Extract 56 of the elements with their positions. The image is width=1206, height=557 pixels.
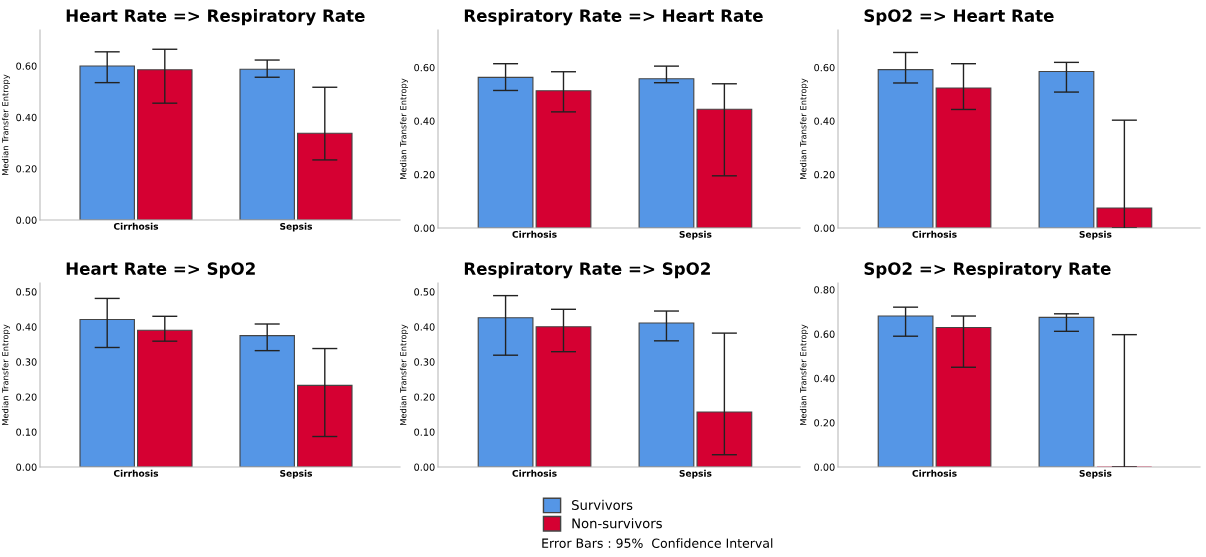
y-tick-label: 0.20 [814,419,835,427]
x-tick-label: Cirrhosis [912,230,957,238]
y-tick-label: 0.20 [414,393,435,401]
y-tick-label: 0.60 [414,63,435,72]
y-tick-label: 0.40 [414,323,435,331]
y-tick-label: 0.40 [16,323,37,331]
y-tick-label: 0.30 [16,358,37,366]
y-tick-label: 0.00 [414,224,435,232]
y-tick-label: 0.60 [16,62,37,70]
y-tick-label: 0.00 [414,463,435,471]
y-tick-label: 0.20 [814,170,835,179]
y-tick-label: 0.00 [16,463,37,471]
chart-title: SpO2 => Heart Rate [864,9,1054,26]
text: Error Bars : 95% Confidence Interval [542,538,773,548]
y-tick-label: 0.00 [814,463,835,471]
chart-title: Heart Rate => Respiratory Rate [66,9,365,26]
y-tick-label: 0.40 [16,113,37,122]
y-axis-title: Median Transfer Entropy [1,324,11,425]
y-tick-label: 0.00 [16,216,37,224]
chart-title: Respiratory Rate => SpO2 [464,262,710,279]
x-tick-label: Cirrhosis [113,222,159,230]
y-tick-label: 0.20 [414,170,435,179]
y-tick-label: 0.40 [814,117,835,125]
y-tick-label: 0.10 [16,428,37,436]
x-tick-label: Cirrhosis [113,469,159,477]
x-tick-label: Cirrhosis [912,469,957,477]
legend-label: Non-survivors [572,518,662,529]
chart-title: Heart Rate => SpO2 [66,262,255,279]
y-tick-label: 0.40 [814,374,835,383]
y-tick-label: 0.60 [814,330,835,338]
y-tick-label: 0.10 [414,428,435,436]
y-tick-label: 0.20 [16,165,37,173]
y-tick-label: 0.60 [814,63,835,72]
x-tick-label: Sepsis [1079,469,1112,479]
x-tick-label: Sepsis [280,469,313,479]
y-tick-label: 0.50 [16,288,37,296]
x-tick-label: Sepsis [679,469,712,479]
y-axis-title: Median Transfer Entropy [799,78,809,179]
y-axis-title: Median Transfer Entropy [399,324,409,425]
chart-title: Respiratory Rate => Heart Rate [464,9,763,26]
x-tick-label: Sepsis [1079,230,1112,240]
x-tick-label: Cirrhosis [512,230,557,238]
y-tick-label: 0.80 [814,286,835,294]
y-tick-label: 0.20 [16,393,37,401]
y-tick-label: 0.40 [414,117,435,125]
x-tick-label: Sepsis [280,222,313,232]
chart-title: SpO2 => Respiratory Rate [864,262,1111,279]
legend-label: Survivors [572,499,633,511]
y-axis-title: Median Transfer Entropy [799,324,809,425]
x-tick-label: Sepsis [679,230,712,240]
y-axis-title: Median Transfer Entropy [399,78,409,179]
y-tick-label: 0.50 [414,288,435,296]
y-tick-label: 0.00 [814,224,835,232]
x-tick-label: Cirrhosis [512,469,557,477]
y-axis-title: Median Transfer Entropy [1,74,11,175]
y-tick-label: 0.30 [414,358,435,366]
